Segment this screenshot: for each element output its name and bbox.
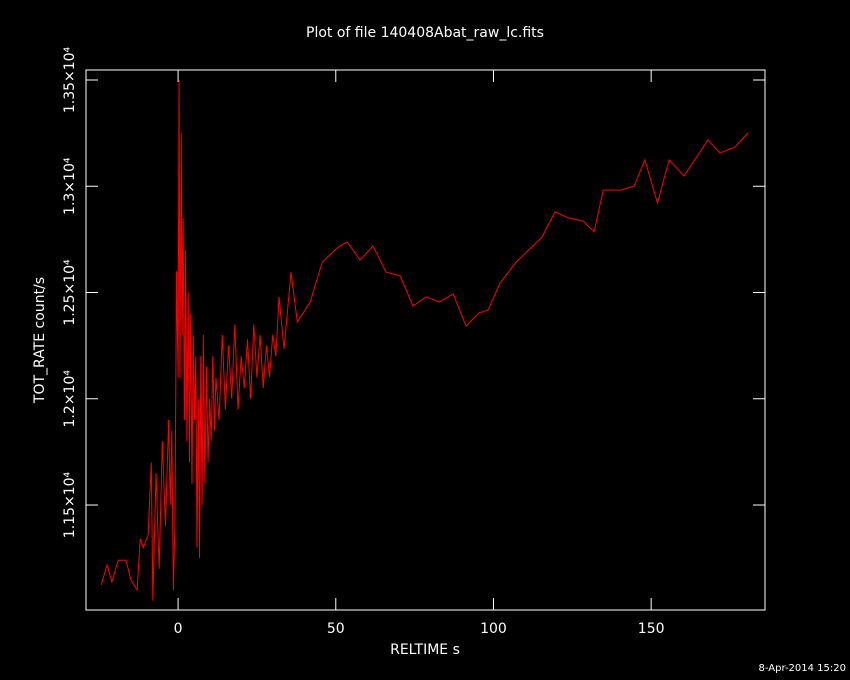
x-tick-label: 150	[638, 621, 665, 637]
y-axis-label: TOT_RATE count/s	[32, 277, 48, 404]
y-tick-label: 1.25×10⁴	[62, 259, 78, 326]
x-tick-label: 100	[480, 621, 507, 637]
x-axis-label: RELTIME s	[390, 642, 460, 658]
x-tick-label: 0	[174, 621, 183, 637]
chart-title: Plot of file 140408Abat_raw_lc.fits	[306, 25, 544, 41]
light-curve	[100, 79, 749, 601]
y-tick-label: 1.3×10⁴	[62, 157, 78, 215]
x-tick-label: 50	[327, 621, 345, 637]
timestamp: 8-Apr-2014 15:20	[759, 663, 846, 674]
y-tick-label: 1.2×10⁴	[62, 370, 78, 428]
y-tick-label: 1.15×10⁴	[62, 471, 78, 538]
plot-frame	[85, 69, 766, 611]
y-tick-label: 1.35×10⁴	[62, 46, 78, 113]
